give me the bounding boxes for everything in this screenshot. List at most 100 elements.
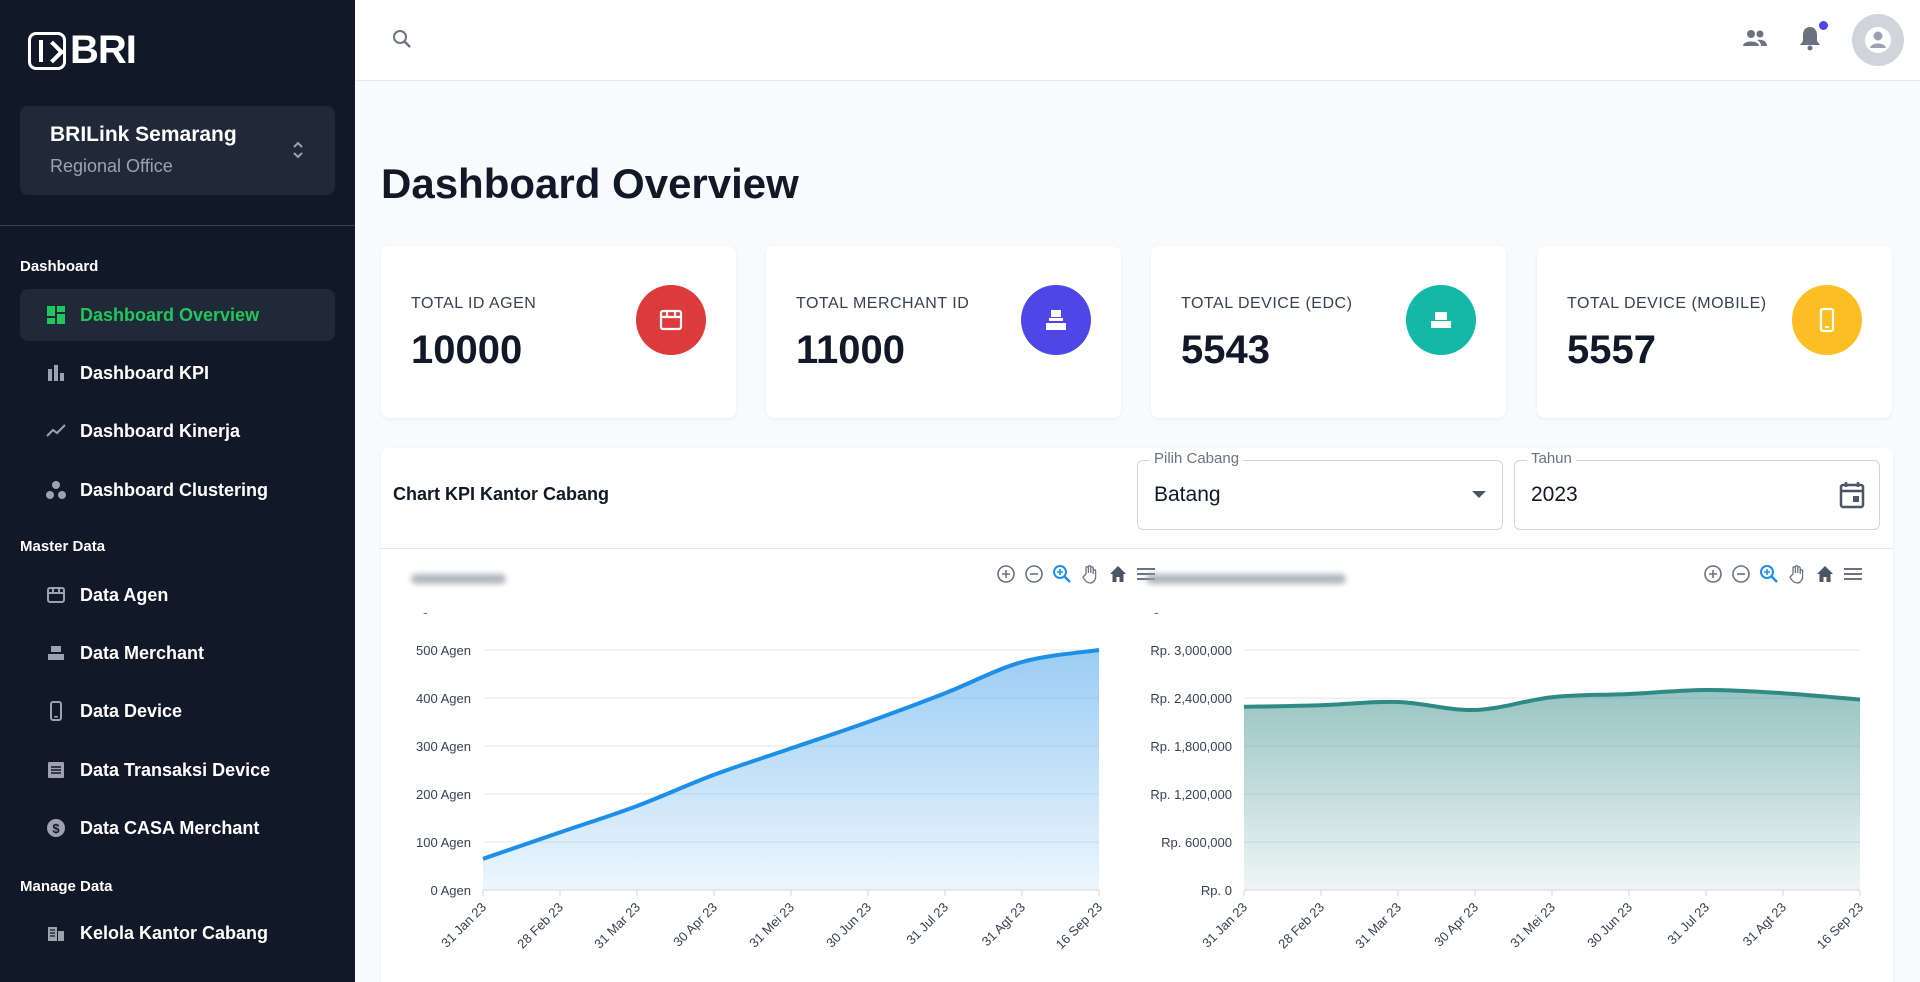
year-picker-label: Tahun bbox=[1527, 450, 1576, 467]
sidebar-item-data-merchant[interactable]: Data Merchant bbox=[20, 627, 335, 679]
x-tick-label: 31 Jul 23 bbox=[903, 900, 951, 948]
org-subtitle: Regional Office bbox=[50, 156, 173, 176]
org-switcher[interactable]: BRILink Semarang Regional Office bbox=[20, 106, 335, 195]
receipt-icon bbox=[46, 760, 66, 780]
sidebar-item-label: Dashboard KPI bbox=[80, 362, 210, 383]
branch-select[interactable]: Pilih Cabang Batang bbox=[1137, 450, 1503, 530]
calendar-icon[interactable] bbox=[1839, 481, 1865, 514]
section-title-master-data: Master Data bbox=[20, 538, 106, 555]
bri-logo[interactable]: BRI bbox=[28, 28, 137, 73]
home-reset-icon[interactable] bbox=[1108, 564, 1128, 584]
logo-text: BRI bbox=[70, 28, 137, 72]
sidebar-item-label: Data Agen bbox=[80, 584, 169, 605]
chart-title-blurred bbox=[411, 574, 506, 584]
y-tick-label: 500 Agen bbox=[416, 643, 471, 658]
home-reset-icon[interactable] bbox=[1815, 564, 1835, 584]
x-tick-label: 30 Apr 23 bbox=[1431, 900, 1481, 950]
sidebar-item-kelola-kantor-cabang[interactable]: Kelola Kantor Cabang bbox=[20, 907, 335, 959]
sidebar-item-dashboard-kpi[interactable]: Dashboard KPI bbox=[20, 347, 335, 399]
dropdown-arrow-icon bbox=[1472, 491, 1486, 498]
pan-hand-icon[interactable] bbox=[1787, 564, 1807, 584]
stat-card-total-id-agen: TOTAL ID AGEN 10000 bbox=[381, 246, 736, 418]
x-tick-label: 30 Apr 23 bbox=[670, 900, 720, 950]
chart-rupiah: - Rp. 0 Rp. 600,000 Rp. 1,200,000 Rp. 1,800… bbox=[1146, 564, 1876, 982]
chevron-up-down-icon bbox=[291, 139, 305, 161]
zoom-in-icon[interactable] bbox=[996, 564, 1016, 584]
y-tick-label: Rp. 3,000,000 bbox=[1150, 643, 1232, 658]
cluster-icon bbox=[46, 480, 66, 500]
sidebar-item-label: Data Transaksi Device bbox=[80, 759, 271, 780]
bri-logo-icon bbox=[28, 31, 66, 70]
stat-value: 5543 bbox=[1181, 328, 1270, 372]
sidebar: BRI BRILink Semarang Regional Office Das… bbox=[0, 0, 355, 982]
page-title: Dashboard Overview bbox=[381, 160, 799, 207]
chart-toolbar bbox=[996, 564, 1156, 584]
x-tick-label: 31 Mar 23 bbox=[1352, 900, 1404, 952]
sidebar-item-label: Dashboard Kinerja bbox=[80, 420, 241, 441]
series-area bbox=[1244, 689, 1860, 890]
x-tick-label: 31 Jul 23 bbox=[1664, 900, 1712, 948]
y-tick-label: Rp. 2,400,000 bbox=[1150, 691, 1232, 706]
sidebar-item-label: Data Merchant bbox=[80, 642, 205, 663]
x-tick-label: 31 Mei 23 bbox=[746, 900, 797, 951]
x-tick-label: 28 Feb 23 bbox=[514, 900, 566, 952]
bell-icon[interactable] bbox=[1798, 20, 1828, 56]
stat-label: TOTAL DEVICE (EDC) bbox=[1181, 295, 1353, 312]
stat-value: 11000 bbox=[796, 328, 906, 372]
chart-toolbar bbox=[1703, 564, 1863, 584]
sidebar-item-label: Data CASA Merchant bbox=[80, 817, 260, 838]
panel-title: Chart KPI Kantor Cabang bbox=[393, 484, 610, 504]
sidebar-item-data-transaksi-device[interactable]: Data Transaksi Device bbox=[20, 744, 335, 796]
avatar[interactable] bbox=[1852, 14, 1904, 66]
cash-register-icon bbox=[1021, 285, 1091, 355]
stat-label: TOTAL MERCHANT ID bbox=[796, 295, 970, 312]
x-tick-label: 31 Jan 23 bbox=[1199, 900, 1250, 951]
selection-zoom-icon[interactable] bbox=[1759, 564, 1779, 584]
x-tick-label: 30 Jun 23 bbox=[823, 900, 874, 951]
panel-header: Chart KPI Kantor Cabang Pilih Cabang Bat… bbox=[381, 448, 1893, 549]
chart-rupiah-svg: Rp. 0 Rp. 600,000 Rp. 1,200,000 Rp. 1,800,0… bbox=[1150, 643, 1866, 952]
dashboard-icon bbox=[46, 305, 66, 325]
x-tick-label: 31 Agt 23 bbox=[1740, 900, 1789, 949]
zoom-in-icon[interactable] bbox=[1703, 564, 1723, 584]
pan-hand-icon[interactable] bbox=[1080, 564, 1100, 584]
y-tick-label: 300 Agen bbox=[416, 739, 471, 754]
menu-icon[interactable] bbox=[1843, 564, 1863, 584]
store-icon bbox=[636, 285, 706, 355]
series-line bbox=[482, 648, 1100, 861]
sidebar-item-dashboard-overview[interactable]: Dashboard Overview bbox=[20, 289, 335, 341]
year-picker-value: 2023 bbox=[1531, 483, 1578, 506]
x-tick-label: 31 Mar 23 bbox=[591, 900, 643, 952]
chart-subtitle: - bbox=[423, 604, 428, 620]
dollar-icon: $ bbox=[46, 818, 66, 838]
chart-title-blurred bbox=[1146, 574, 1346, 584]
stat-card-total-device-edc: TOTAL DEVICE (EDC) 5543 bbox=[1151, 246, 1506, 418]
zoom-out-icon[interactable] bbox=[1024, 564, 1044, 584]
chart-subtitle: - bbox=[1154, 604, 1159, 620]
section-title-manage-data: Manage Data bbox=[20, 878, 113, 895]
sidebar-item-data-casa-merchant[interactable]: $ Data CASA Merchant bbox=[20, 802, 335, 854]
stat-label: TOTAL ID AGEN bbox=[411, 295, 537, 312]
y-tick-label: 400 Agen bbox=[416, 691, 471, 706]
year-picker[interactable]: Tahun 2023 bbox=[1514, 450, 1880, 530]
sidebar-item-data-agen[interactable]: Data Agen bbox=[20, 569, 335, 621]
search-icon[interactable] bbox=[391, 28, 413, 55]
y-tick-label: 100 Agen bbox=[416, 835, 471, 850]
section-title-dashboard: Dashboard bbox=[20, 258, 99, 275]
building-icon bbox=[46, 923, 66, 943]
stat-card-total-device-mobile: TOTAL DEVICE (MOBILE) 5557 bbox=[1537, 246, 1892, 418]
x-tick-label: 31 Jan 23 bbox=[438, 900, 489, 951]
selection-zoom-icon[interactable] bbox=[1052, 564, 1072, 584]
svg-text:$: $ bbox=[52, 821, 60, 836]
sidebar-item-data-device[interactable]: Data Device bbox=[20, 685, 335, 737]
phone-icon bbox=[46, 701, 66, 721]
series-area bbox=[483, 650, 1099, 890]
sidebar-item-dashboard-kinerja[interactable]: Dashboard Kinerja bbox=[20, 405, 335, 457]
org-name: BRILink Semarang bbox=[50, 123, 237, 146]
mobile-icon bbox=[1792, 285, 1862, 355]
zoom-out-icon[interactable] bbox=[1731, 564, 1751, 584]
bar-chart-icon bbox=[46, 363, 66, 383]
users-icon[interactable] bbox=[1742, 25, 1768, 56]
cash-register-icon bbox=[46, 643, 66, 663]
sidebar-item-dashboard-clustering[interactable]: Dashboard Clustering bbox=[20, 464, 335, 516]
